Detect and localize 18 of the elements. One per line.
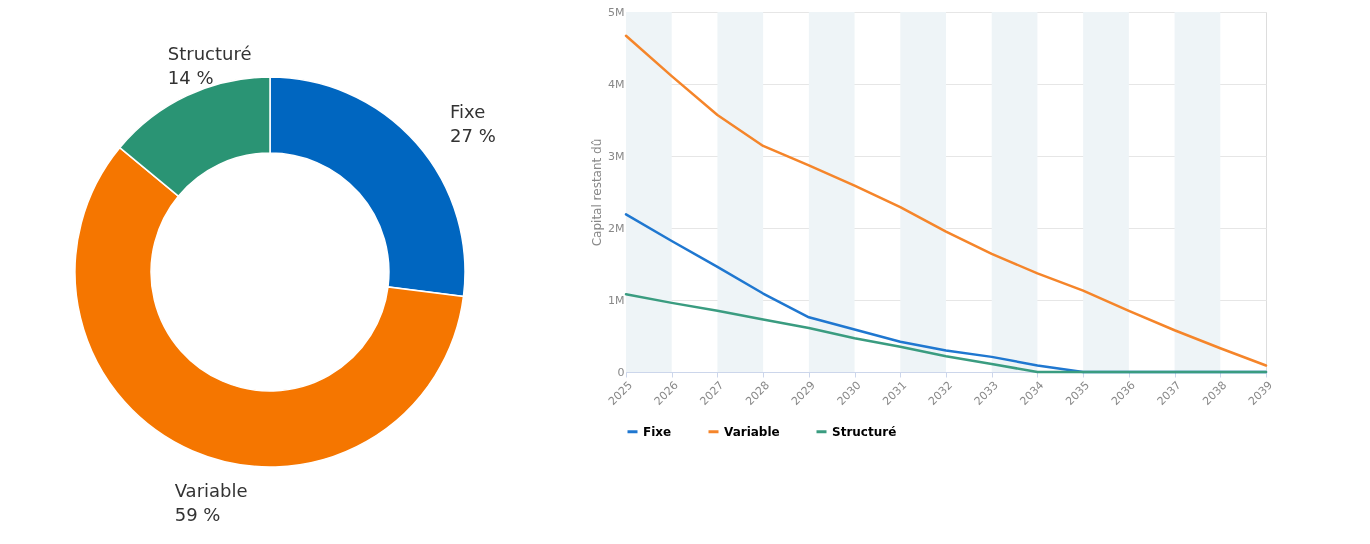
y-tick-label: 5M [608, 5, 625, 19]
y-tick-label: 0 [617, 365, 625, 379]
y-tick-label: 1M [608, 293, 625, 307]
legend-label: Fixe [643, 424, 672, 439]
data-label: 27 % [450, 125, 496, 147]
slice-label: Variable [174, 480, 248, 502]
y-tick-label: 2M [608, 221, 625, 235]
y-tick-label: 4M [608, 77, 625, 91]
y-axis-title: Capital restant dû [590, 138, 605, 247]
slice-label: Fixe [450, 101, 486, 123]
legend-label: Structuré [832, 424, 897, 439]
data-label: 59 % [174, 504, 221, 526]
data-label: 14 % [167, 66, 214, 88]
y-tick-label: 3M [608, 149, 625, 163]
line-series [624, 34, 1268, 367]
legend-label: Variable [724, 424, 780, 439]
line-series [624, 292, 1268, 374]
slice-label: Structuré [167, 42, 252, 64]
